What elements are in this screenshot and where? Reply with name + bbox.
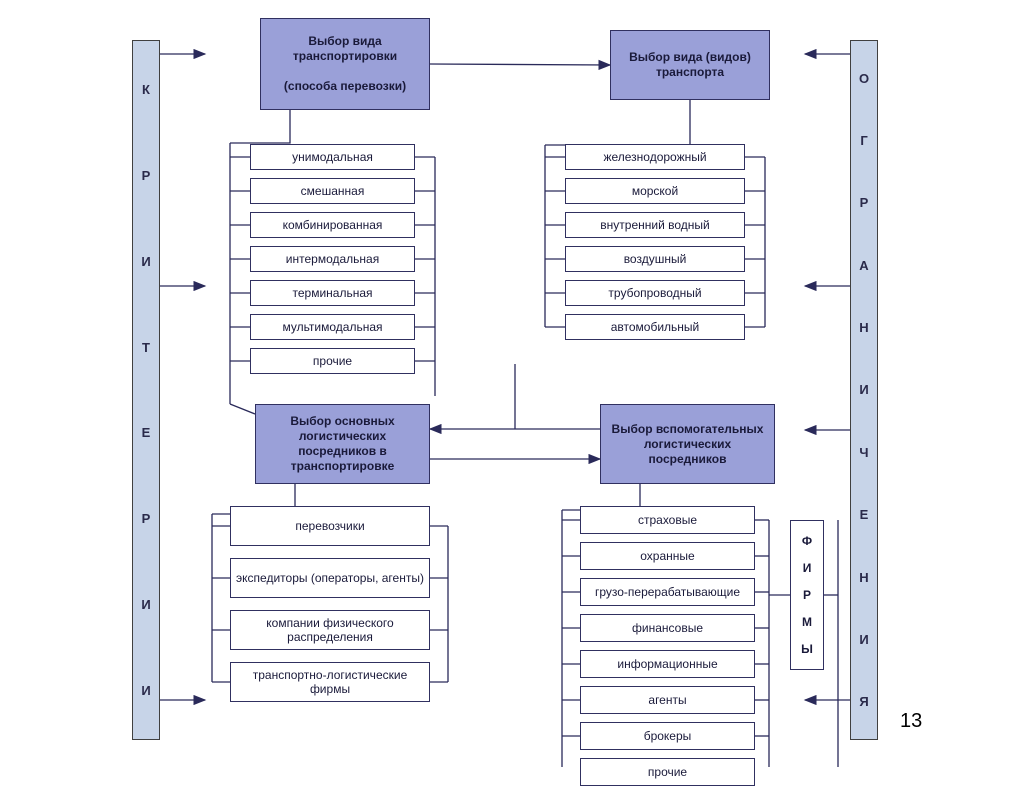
main-intermediary-item-3: транспортно-логистические фирмы bbox=[230, 662, 430, 702]
transport-type-item-1: морской bbox=[565, 178, 745, 204]
transport-method-item-6: прочие bbox=[250, 348, 415, 374]
page-number: 13 bbox=[900, 710, 922, 733]
aux-intermediary-item-2: грузо-перерабатывающие bbox=[580, 578, 755, 606]
aux-intermediary-item-5: агенты bbox=[580, 686, 755, 714]
transport-type-item-0: железнодорожный bbox=[565, 144, 745, 170]
main-intermediary-item-1: экспедиторы (операторы, агенты) bbox=[230, 558, 430, 598]
transport-type-item-2: внутренний водный bbox=[565, 212, 745, 238]
transport-type-item-4: трубопроводный bbox=[565, 280, 745, 306]
transport-method-item-3: интермодальная bbox=[250, 246, 415, 272]
criteria-sidebar: КРИТЕРИИ bbox=[132, 40, 160, 740]
main-intermediary-item-0: перевозчики bbox=[230, 506, 430, 546]
aux-intermediary-item-3: финансовые bbox=[580, 614, 755, 642]
aux-intermediary-item-6: брокеры bbox=[580, 722, 755, 750]
block-b3: Выбор основных логистических посредников… bbox=[255, 404, 430, 484]
block-b1: Выбор вида транспортировки (способа пере… bbox=[260, 18, 430, 110]
transport-method-item-0: унимодальная bbox=[250, 144, 415, 170]
aux-intermediary-item-0: страховые bbox=[580, 506, 755, 534]
transport-type-item-3: воздушный bbox=[565, 246, 745, 272]
firms-label: ФИРМЫ bbox=[790, 520, 824, 670]
constraints-sidebar: ОГРАНИЧЕНИЯ bbox=[850, 40, 878, 740]
block-b2: Выбор вида (видов) транспорта bbox=[610, 30, 770, 100]
transport-method-item-5: мультимодальная bbox=[250, 314, 415, 340]
transport-type-item-5: автомобильный bbox=[565, 314, 745, 340]
block-b4: Выбор вспомогательных логистических поср… bbox=[600, 404, 775, 484]
transport-method-item-1: смешанная bbox=[250, 178, 415, 204]
aux-intermediary-item-7: прочие bbox=[580, 758, 755, 786]
aux-intermediary-item-4: информационные bbox=[580, 650, 755, 678]
main-intermediary-item-2: компании физического распределения bbox=[230, 610, 430, 650]
transport-method-item-4: терминальная bbox=[250, 280, 415, 306]
aux-intermediary-item-1: охранные bbox=[580, 542, 755, 570]
transport-method-item-2: комбинированная bbox=[250, 212, 415, 238]
